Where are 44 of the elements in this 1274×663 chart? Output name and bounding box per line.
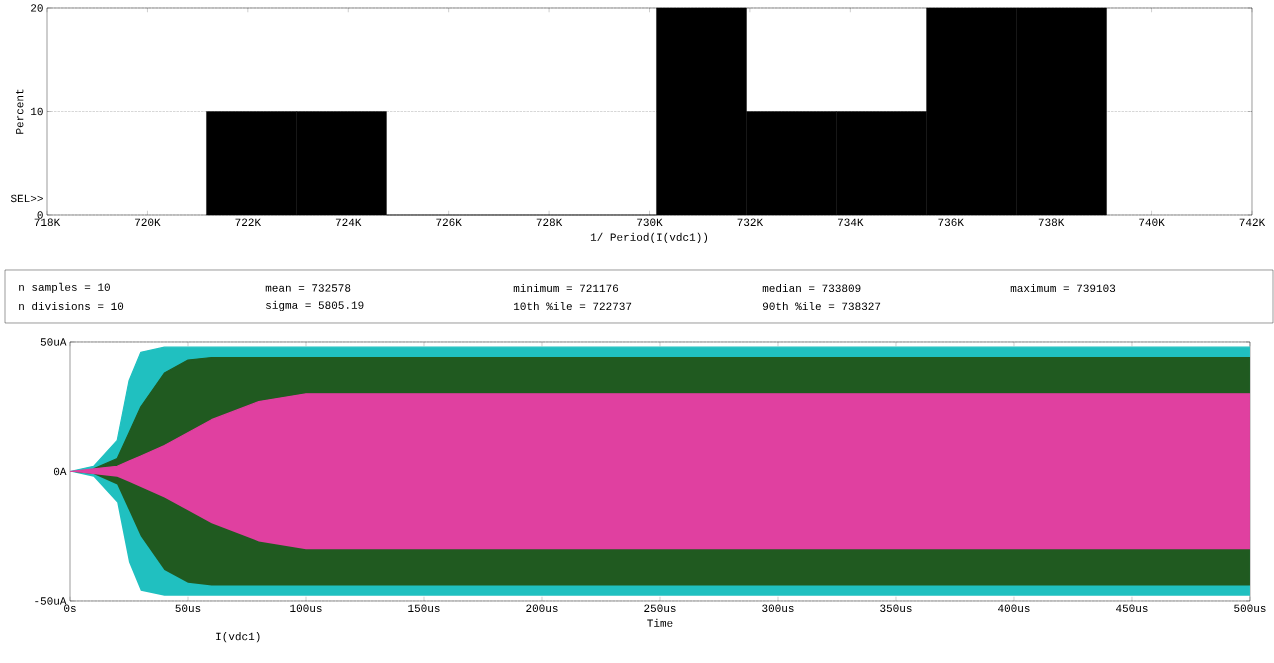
x-tick-label: 726K [436, 218, 462, 226]
x-tick-label: 732K [737, 218, 764, 226]
x-tick-label: 450us [1116, 604, 1148, 612]
y-tick-label: -50uA [35, 597, 67, 605]
x-tick-label: 720K [135, 218, 161, 226]
text: maximum = 739103 [1010, 283, 1116, 293]
x-tick-label: 724K [335, 218, 362, 226]
x-tick-label: 250us [644, 604, 676, 612]
x-tick-label: 400us [998, 604, 1030, 612]
text: median = 733809 [762, 283, 861, 293]
text: n samples = 10 [19, 282, 110, 294]
text: I(vdc1) [216, 632, 260, 643]
x-tick-label: 728K [536, 218, 563, 226]
x-tick-label: 50us [175, 604, 201, 612]
text: n divisions = 10 [19, 301, 124, 311]
text: 10th %ile = 722737 [514, 301, 632, 311]
x-tick-label: 730K [637, 218, 663, 226]
y-tick-label: 0 [37, 211, 43, 219]
x-tick-label: 350us [880, 604, 912, 612]
x-tick-label: 738K [1038, 218, 1065, 226]
x-tick-label: 0s [64, 604, 76, 612]
text: minimum = 721176 [513, 283, 619, 293]
x-axis-title: 1/ Period(I(vdc1)) [590, 232, 708, 244]
y-tick-label: 50uA [40, 338, 67, 346]
y-tick-label: 10 [31, 107, 43, 116]
text: sigma = 5805.19 [266, 300, 364, 312]
text: mean = 732578 [265, 284, 351, 292]
x-tick-label: 740K [1139, 218, 1165, 226]
y-tick-label: 20 [31, 4, 43, 12]
x-tick-label: 722K [235, 218, 262, 226]
text: 90th %ile = 738327 [762, 301, 881, 311]
x-tick-label: 150us [408, 604, 440, 612]
text: SEL>> [10, 194, 43, 203]
x-tick-label: 718K [34, 218, 61, 226]
x-tick-label: 100us [290, 604, 322, 612]
x-tick-label: 300us [762, 604, 794, 612]
y-tick-label: 0A [53, 467, 67, 476]
x-axis-title: Time [647, 618, 673, 627]
x-tick-label: 200us [526, 604, 558, 612]
x-tick-label: 742K [1239, 218, 1266, 226]
x-tick-label: 736K [938, 218, 964, 226]
x-tick-label: 500us [1234, 604, 1266, 612]
y-axis-title: Percent [15, 89, 24, 134]
x-tick-label: 734K [837, 218, 864, 226]
